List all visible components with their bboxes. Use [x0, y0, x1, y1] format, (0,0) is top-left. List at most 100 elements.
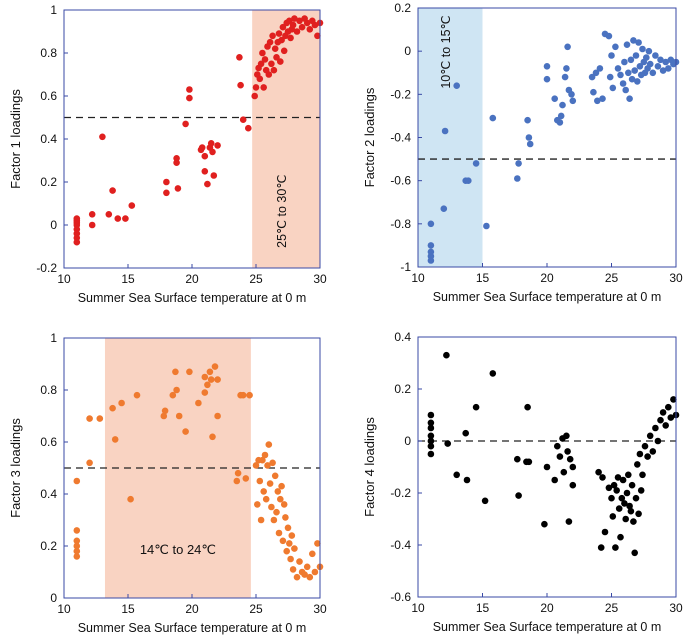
- factor3-point: [278, 482, 285, 490]
- factor2-point: [599, 95, 606, 102]
- factor4-point: [659, 409, 667, 416]
- factor2-point: [639, 45, 646, 53]
- factor4-point: [670, 396, 677, 403]
- factor1-point: [270, 66, 278, 74]
- factor3-point: [234, 469, 242, 477]
- factor1-point: [174, 185, 182, 192]
- factor1-point: [261, 56, 269, 63]
- factor1-point: [260, 84, 268, 91]
- factor1-y-tick-label: 0: [50, 218, 57, 232]
- factor4-point: [621, 500, 628, 507]
- factor2-point: [561, 73, 569, 81]
- factor4-panel: 10 15 20 25 30 -0.6 -0.4 -0.2 0 0.2 0.4 Summer Sea …: [362, 330, 683, 634]
- factor3-point: [293, 573, 301, 581]
- factor4-point: [514, 455, 521, 463]
- factor1-x-tick-label: 10: [57, 272, 71, 286]
- factor1-panel: 10 15 20 25 30 -0.2 0 0.2 0.4 0.6 0.8 1 Summer Sea S…: [8, 3, 327, 305]
- factor3-point: [314, 540, 321, 547]
- factor3-point: [173, 386, 180, 394]
- factor4-point: [554, 442, 561, 450]
- factor2-point: [427, 220, 435, 228]
- factor3-point: [169, 391, 177, 399]
- factor3-point: [268, 503, 275, 511]
- factor4-point: [608, 494, 615, 502]
- factor1-y-tick-label: 0.4: [40, 132, 57, 146]
- factor2-point: [621, 58, 628, 66]
- factor2-point: [649, 69, 657, 77]
- factor2-point: [543, 75, 551, 83]
- factor2-point: [626, 95, 633, 102]
- factor3-x-tick-label: 20: [185, 602, 199, 616]
- factor3-y-tick-label: 0.2: [40, 539, 57, 553]
- factor2-point: [643, 54, 650, 61]
- factor4-point: [560, 468, 568, 476]
- factor1-point: [266, 38, 274, 46]
- factor2-y-tick-label: 0.2: [394, 1, 411, 15]
- factor2-point: [556, 119, 564, 126]
- factor4-point: [631, 549, 638, 557]
- factor2-point: [592, 69, 600, 77]
- factor3-point: [274, 488, 282, 495]
- factor3-point: [233, 477, 241, 485]
- factor1-point: [173, 155, 180, 162]
- factor2-point: [564, 43, 571, 51]
- factor3-point: [266, 480, 274, 487]
- factor1-point: [251, 92, 258, 100]
- factor1-y-tick-label: -0.2: [36, 261, 57, 275]
- factor4-point: [541, 520, 548, 528]
- factor4-x-tick-label: 10: [411, 601, 425, 615]
- factor3-point: [280, 501, 288, 508]
- factor1-x-tick-label: 15: [121, 272, 135, 286]
- factor3-point: [109, 404, 116, 412]
- factor1-point: [73, 215, 81, 222]
- factor2-point: [645, 47, 653, 55]
- factor4-point: [665, 403, 672, 411]
- factor1-point: [277, 58, 284, 65]
- factor3-point: [172, 368, 179, 376]
- factor2-y-tick-label: 0: [404, 44, 411, 58]
- factor1-point: [186, 94, 193, 102]
- factor1-point: [122, 215, 129, 222]
- factor4-point: [614, 474, 622, 481]
- factor1-point: [278, 36, 285, 44]
- factor2-point: [632, 52, 640, 59]
- factor3-point: [73, 527, 81, 534]
- factor2-point: [590, 88, 597, 96]
- factor3-point: [207, 376, 215, 383]
- factor4-point: [472, 403, 480, 411]
- factor1-point: [186, 86, 193, 93]
- factor2-point: [635, 39, 642, 46]
- factor3-point: [264, 462, 271, 469]
- factor4-point: [566, 455, 574, 463]
- factor2-point: [631, 67, 638, 74]
- factor4-x-tick-label: 15: [476, 601, 490, 615]
- factor2-point: [652, 52, 659, 59]
- factor2-point: [609, 84, 617, 92]
- factor2-point: [524, 116, 531, 124]
- factor4-point: [615, 505, 623, 512]
- factor1-point: [252, 84, 260, 91]
- factor4-point: [641, 442, 649, 450]
- factor4-point: [619, 476, 627, 484]
- factor3-y-tick-label: 1: [50, 331, 57, 345]
- factor1-point: [293, 28, 301, 35]
- factor4-point: [610, 481, 618, 489]
- factor4-point: [618, 494, 626, 502]
- factor1-point: [259, 49, 266, 57]
- factor3-point: [111, 436, 119, 443]
- factor3-point: [195, 399, 202, 407]
- factor4-point: [630, 518, 637, 525]
- factor4-point: [635, 510, 642, 518]
- factor3-point: [301, 571, 308, 578]
- factor3-point: [273, 508, 280, 516]
- factor2-point: [657, 56, 664, 64]
- factor2-point: [489, 114, 497, 122]
- factor4-point: [543, 463, 551, 471]
- factor1-y-tick-label: 0.8: [40, 46, 57, 60]
- factor1-y-tick-label: 0.6: [40, 89, 57, 103]
- factor4-point: [646, 432, 654, 440]
- factor1-point: [109, 187, 116, 194]
- factor2-x-tick-label: 20: [540, 271, 554, 285]
- factor2-point: [472, 160, 480, 167]
